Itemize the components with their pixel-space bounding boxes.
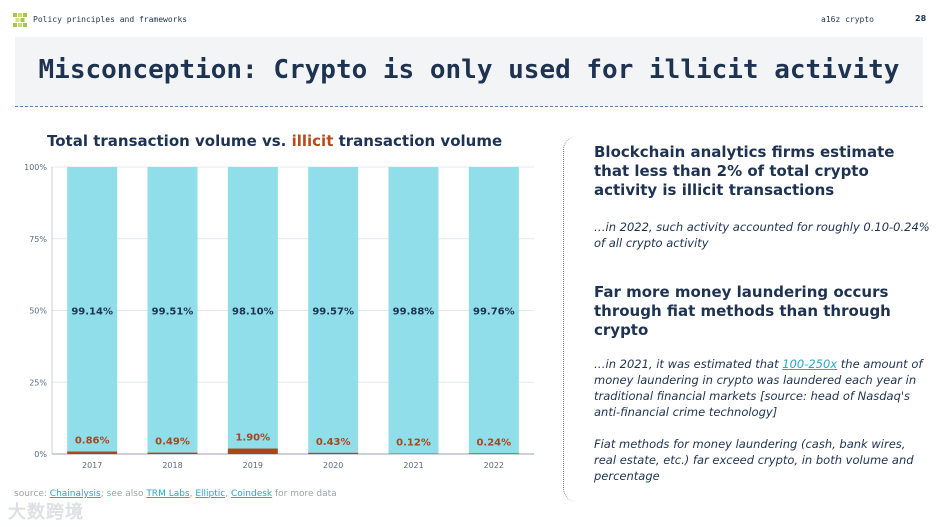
data-label-non-illicit: 99.88%: [393, 307, 435, 318]
data-label-illicit: 0.86%: [75, 436, 110, 447]
source-suffix: for more data: [272, 489, 337, 499]
link-100-250x[interactable]: 100-250x: [782, 357, 838, 371]
data-label-non-illicit: 99.14%: [71, 307, 113, 318]
bar-segment-illicit: [67, 451, 118, 454]
chart-title-prefix: Total transaction volume vs.: [47, 132, 292, 150]
data-label-non-illicit: 98.10%: [232, 307, 274, 318]
page-number: 28: [915, 14, 927, 23]
page-title: Misconception: Crypto is only used for i…: [38, 55, 900, 85]
source-sep-2: ,: [225, 489, 231, 499]
bar-segment-illicit: [147, 452, 198, 454]
y-tick-label: 50%: [29, 307, 47, 316]
bar-segment-illicit: [308, 452, 359, 454]
data-label-illicit: 0.49%: [155, 437, 190, 448]
data-label-non-illicit: 99.76%: [473, 307, 515, 318]
bar-segment-non-illicit: [227, 167, 278, 449]
top-bar: Policy principles and frameworks a16z cr…: [0, 0, 948, 36]
source-mid: ; see also: [100, 489, 147, 499]
bar-segment-non-illicit: [308, 167, 359, 453]
note-2021-before: …in 2021, it was estimated that: [594, 357, 783, 371]
bar-segment-non-illicit: [468, 167, 519, 454]
source-link-chainalysis[interactable]: Chainalysis: [49, 489, 101, 499]
heading-illicit-estimate: Blockchain analytics firms estimate that…: [594, 143, 895, 199]
brand-name: a16z crypto: [821, 15, 874, 24]
note-2022-share: …in 2022, such activity accounted for ro…: [594, 220, 930, 250]
panel-divider: [563, 136, 578, 502]
bar-segment-illicit: [468, 453, 519, 454]
source-link-trm-labs[interactable]: TRM Labs: [146, 489, 190, 499]
chart-title-highlight: illicit: [291, 132, 334, 150]
bar-segment-non-illicit: [388, 167, 439, 454]
bar-segment-non-illicit: [67, 167, 118, 452]
source-prefix: source:: [14, 489, 50, 499]
source-link-elliptic[interactable]: Elliptic: [195, 489, 226, 499]
chart-title-suffix: transaction volume: [333, 132, 503, 150]
bar-segment-illicit: [227, 448, 278, 454]
section-label: Policy principles and frameworks: [33, 15, 188, 24]
x-tick-label: 2019: [243, 461, 263, 470]
x-tick-label: 2020: [323, 461, 343, 470]
x-tick-label: 2017: [82, 461, 102, 470]
source-link-coindesk[interactable]: Coindesk: [230, 489, 273, 499]
data-label-illicit: 1.90%: [235, 433, 270, 444]
heading-fiat-laundering: Far more money laundering occurs through…: [594, 283, 891, 339]
data-label-illicit: 0.12%: [396, 438, 431, 449]
watermark: 大数跨境: [8, 502, 84, 523]
data-label-non-illicit: 99.51%: [152, 307, 194, 318]
y-tick-label: 0%: [34, 450, 47, 459]
note-2021-estimate: …in 2021, it was estimated that 100-250x…: [594, 356, 930, 420]
y-tick-label: 25%: [29, 378, 47, 387]
title-band: Misconception: Crypto is only used for i…: [15, 37, 923, 107]
data-label-illicit: 0.43%: [316, 437, 351, 448]
y-tick-label: 75%: [29, 235, 47, 244]
chart-title: Total transaction volume vs. illicit tra…: [47, 132, 502, 150]
source-sep-1: ,: [189, 489, 196, 499]
data-label-illicit: 0.24%: [476, 437, 511, 448]
data-label-non-illicit: 99.57%: [312, 307, 354, 318]
stacked-bar-chart: 0% 25% 50% 75% 100% 99.14% 0.86% 2017 99.51% 0.49…: [24, 163, 534, 470]
source-note: source: Chainalysis; see also TRM Labs, …: [14, 489, 337, 499]
note-fiat-methods: Fiat methods for money laundering (cash,…: [594, 437, 914, 483]
x-tick-label: 2022: [484, 461, 504, 470]
a16z-logo-icon: [13, 13, 27, 27]
y-tick-label: 100%: [24, 163, 47, 172]
note-2021-after: the amount of money laundering in crypto…: [594, 357, 923, 419]
x-tick-label: 2018: [162, 461, 182, 470]
bar-segment-non-illicit: [147, 167, 198, 453]
x-tick-label: 2021: [403, 461, 423, 470]
